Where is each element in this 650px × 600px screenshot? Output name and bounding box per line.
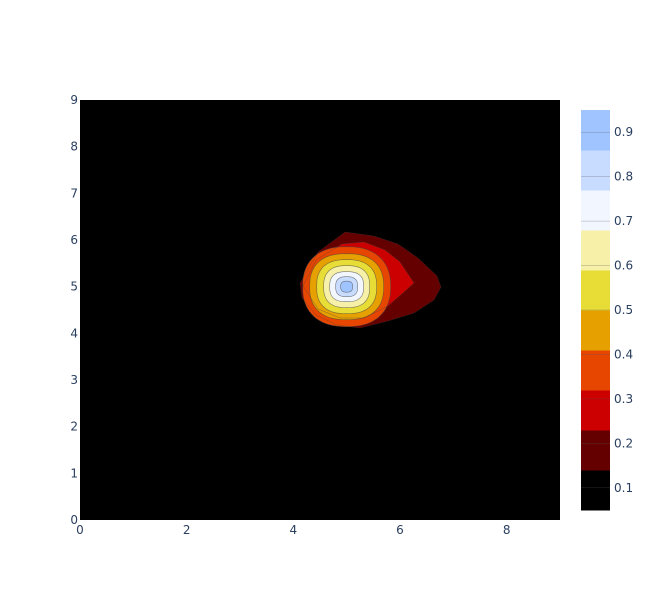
- plot-area: [80, 100, 560, 520]
- colorbar-segment: [581, 230, 610, 271]
- y-tick-label: 6: [70, 233, 78, 247]
- x-tick-label: 6: [396, 523, 404, 537]
- colorbar-segment: [581, 350, 610, 391]
- colorbar-segment: [581, 430, 610, 471]
- colorbar-segment: [581, 310, 610, 351]
- contour-line-5: [316, 259, 378, 315]
- colorbar-segment: [581, 190, 610, 231]
- contour-line-3: [302, 246, 392, 328]
- x-tick-label: 2: [183, 523, 191, 537]
- contour-lines: [299, 231, 442, 329]
- y-axis: 0 1 2 3 4 5 6 7 8 9: [70, 93, 78, 527]
- contour-line-8: [335, 276, 359, 298]
- y-tick-label: 0: [70, 513, 78, 527]
- colorbar-tick-label: 0.3: [614, 392, 633, 406]
- colorbar-segment: [581, 270, 610, 311]
- y-tick-label: 2: [70, 420, 78, 434]
- y-tick-label: 1: [70, 466, 78, 480]
- y-tick-label: 8: [70, 140, 78, 154]
- contour-line-2: [302, 241, 415, 319]
- colorbar-tick-label: 0.9: [614, 125, 633, 139]
- colorbar-tick-label: 0.1: [614, 481, 633, 495]
- colorbar-tick-label: 0.2: [614, 436, 633, 450]
- y-tick-label: 7: [70, 186, 78, 200]
- contour-band-9: [340, 281, 353, 293]
- contour-line-6: [323, 265, 371, 309]
- contour-line-9: [340, 280, 354, 293]
- x-axis: 0 2 4 6 8: [76, 523, 510, 537]
- x-tick-label: 4: [290, 523, 298, 537]
- colorbar-segment: [581, 390, 610, 431]
- colorbar-segment: [581, 110, 610, 151]
- x-tick-label: 8: [503, 523, 511, 537]
- y-tick-label: 3: [70, 373, 78, 387]
- y-tick-label: 5: [70, 280, 78, 294]
- colorbar-tick-label: 0.5: [614, 303, 633, 317]
- colorbar-tick-label: 0.4: [614, 347, 633, 361]
- y-tick-label: 9: [70, 93, 78, 107]
- colorbar-tick-label: 0.7: [614, 214, 633, 228]
- colorbar-segment: [581, 470, 610, 511]
- contour-line-7: [329, 271, 365, 303]
- contour-line-1: [299, 231, 442, 329]
- y-tick-label: 4: [70, 326, 78, 340]
- colorbar-tick-label: 0.6: [614, 259, 633, 273]
- x-tick-label: 0: [76, 523, 84, 537]
- colorbar: 0.1 0.2 0.3 0.4 0.5 0.6 0.7 0.8 0.9: [581, 110, 633, 511]
- colorbar-tick-label: 0.8: [614, 170, 633, 184]
- colorbar-segment: [581, 150, 610, 191]
